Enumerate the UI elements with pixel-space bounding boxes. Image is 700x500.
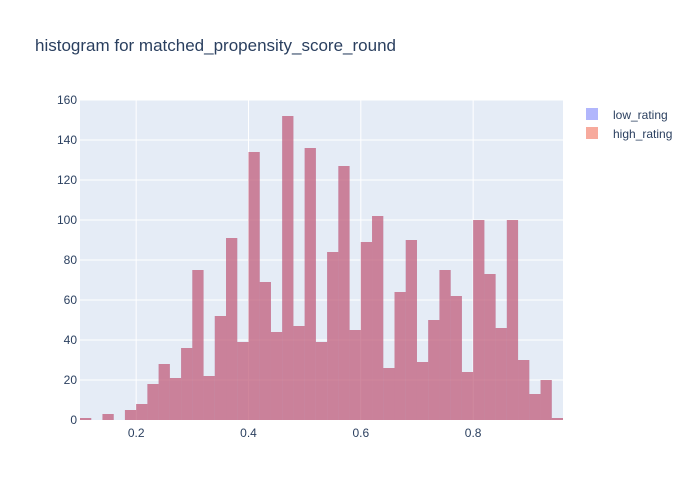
x-tick-label: 0.6 [352, 426, 369, 440]
chart-title: histogram for matched_propensity_score_r… [35, 36, 396, 55]
bar-high-rating[interactable] [304, 148, 316, 420]
bar-high-rating[interactable] [169, 378, 182, 420]
bar-high-rating[interactable] [461, 372, 474, 420]
bar-high-rating[interactable] [136, 404, 148, 420]
bar-high-rating[interactable] [259, 282, 271, 420]
bar-high-rating[interactable] [181, 348, 193, 420]
bar-high-rating[interactable] [495, 328, 507, 420]
bar-high-rating[interactable] [147, 384, 159, 420]
legend-label-high-rating[interactable]: high_rating [613, 127, 672, 141]
bar-high-rating[interactable] [315, 342, 328, 420]
y-tick-label: 40 [64, 333, 78, 347]
bar-high-rating[interactable] [383, 368, 395, 420]
legend-swatch-low-rating[interactable] [586, 108, 598, 120]
bar-high-rating[interactable] [540, 380, 552, 420]
legend-item-low-rating[interactable]: low_rating [586, 108, 668, 122]
legend-item-high-rating[interactable]: high_rating [586, 127, 672, 141]
y-tick-label: 160 [57, 93, 77, 107]
bar-high-rating[interactable] [484, 274, 496, 420]
bar-high-rating[interactable] [394, 292, 406, 420]
y-tick-label: 140 [57, 133, 77, 147]
y-tick-label: 0 [70, 413, 77, 427]
bar-high-rating[interactable] [282, 116, 294, 420]
bar-high-rating[interactable] [450, 296, 462, 420]
bar-high-rating[interactable] [372, 216, 384, 420]
bar-high-rating[interactable] [518, 360, 530, 420]
bar-high-rating[interactable] [270, 332, 283, 420]
bars-group [80, 116, 563, 420]
bar-high-rating[interactable] [551, 418, 563, 420]
bar-high-rating[interactable] [158, 364, 170, 420]
y-tick-label: 120 [57, 173, 77, 187]
y-tick-label: 100 [57, 213, 77, 227]
bar-high-rating[interactable] [80, 418, 92, 420]
bar-high-rating[interactable] [506, 220, 519, 420]
x-tick-label: 0.2 [128, 426, 145, 440]
y-tick-label: 20 [64, 373, 78, 387]
x-tick-label: 0.8 [465, 426, 482, 440]
bar-high-rating[interactable] [405, 240, 417, 420]
bar-high-rating[interactable] [349, 330, 361, 420]
bar-high-rating[interactable] [428, 320, 440, 420]
bar-high-rating[interactable] [327, 252, 339, 420]
bar-high-rating[interactable] [360, 242, 373, 420]
y-tick-label: 80 [64, 253, 78, 267]
bar-high-rating[interactable] [226, 238, 238, 420]
x-tick-label: 0.4 [240, 426, 257, 440]
legend-swatch-high-rating[interactable] [586, 127, 598, 139]
bar-high-rating[interactable] [237, 342, 249, 420]
x-axis-ticks: 0.2 0.4 0.6 0.8 [128, 426, 482, 440]
bar-high-rating[interactable] [338, 166, 350, 420]
bar-high-rating[interactable] [416, 362, 429, 420]
bar-high-rating[interactable] [293, 326, 305, 420]
bar-high-rating[interactable] [529, 394, 541, 420]
y-tick-label: 60 [64, 293, 78, 307]
bar-high-rating[interactable] [102, 414, 114, 420]
y-axis-ticks: 0 20 40 60 80 100 120 140 160 [57, 93, 77, 427]
bar-high-rating[interactable] [192, 270, 204, 420]
bar-high-rating[interactable] [214, 316, 227, 420]
legend[interactable]: low_rating high_rating [586, 108, 672, 141]
bar-high-rating[interactable] [203, 376, 215, 420]
bar-high-rating[interactable] [248, 152, 260, 420]
bar-high-rating[interactable] [439, 270, 451, 420]
legend-label-low-rating[interactable]: low_rating [613, 108, 668, 122]
bar-high-rating[interactable] [473, 220, 485, 420]
bar-high-rating[interactable] [124, 410, 137, 420]
